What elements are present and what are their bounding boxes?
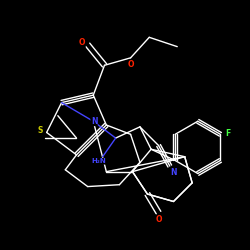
Text: H₂N: H₂N bbox=[92, 158, 106, 164]
Text: S: S bbox=[37, 126, 43, 135]
Text: O: O bbox=[79, 38, 85, 48]
Text: N: N bbox=[170, 168, 177, 177]
Text: O: O bbox=[155, 215, 162, 224]
Text: O: O bbox=[128, 60, 134, 69]
Text: F: F bbox=[225, 129, 230, 138]
Text: N: N bbox=[91, 117, 97, 126]
